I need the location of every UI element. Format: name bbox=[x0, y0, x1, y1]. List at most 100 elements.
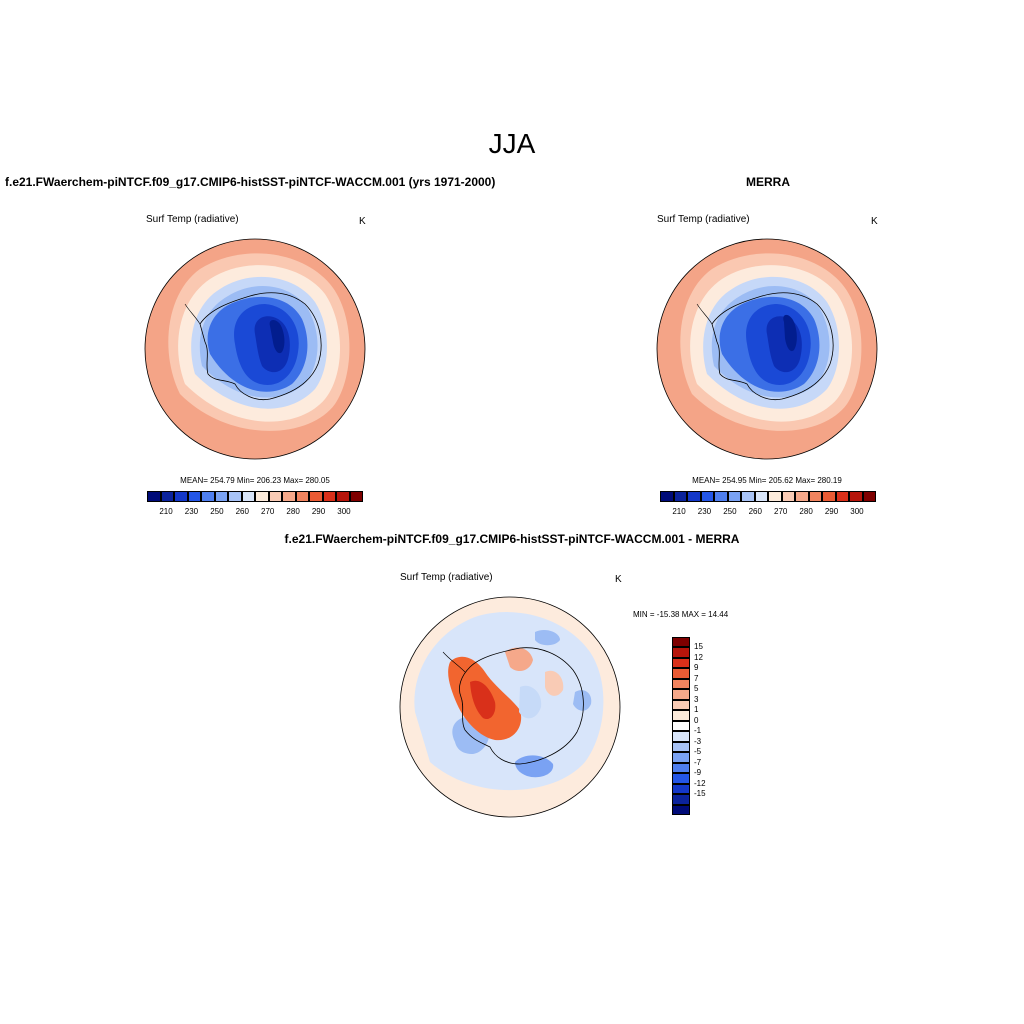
colorbar-tick-label: 12 bbox=[694, 652, 703, 662]
colorbar-swatch bbox=[808, 491, 822, 502]
colorbar-swatch bbox=[228, 491, 242, 502]
obs-stats: MEAN= 254.95 Min= 205.62 Max= 280.19 bbox=[692, 476, 842, 485]
colorbar-swatch bbox=[295, 491, 309, 502]
obs-units-label: K bbox=[871, 216, 878, 227]
colorbar-swatch bbox=[672, 741, 690, 753]
obs-polar-map bbox=[656, 238, 878, 460]
colorbar-swatch bbox=[201, 491, 215, 502]
colorbar-swatch bbox=[754, 491, 768, 502]
colorbar-swatch bbox=[672, 762, 690, 774]
colorbar-tick-label: 260 bbox=[748, 507, 762, 516]
colorbar-tick-label: -15 bbox=[694, 789, 706, 799]
colorbar-swatch bbox=[672, 689, 690, 700]
model-panel-title: f.e21.FWaerchem-piNTCF.f09_g17.CMIP6-his… bbox=[5, 175, 496, 189]
colorbar-swatch bbox=[700, 491, 714, 502]
colorbar-tick-label: 250 bbox=[210, 507, 224, 516]
colorbar-swatch bbox=[672, 773, 690, 784]
model-stats: MEAN= 254.79 Min= 206.23 Max= 280.05 bbox=[180, 476, 330, 485]
colorbar-tick-label: 7 bbox=[694, 673, 699, 683]
model-units-label: K bbox=[359, 216, 366, 227]
colorbar-swatch bbox=[214, 491, 228, 502]
colorbar-swatch bbox=[349, 491, 363, 502]
colorbar-swatch bbox=[660, 491, 674, 502]
colorbar-tick-label: -9 bbox=[694, 768, 702, 778]
colorbar-swatch bbox=[672, 783, 690, 795]
colorbar-tick-label: 0 bbox=[694, 715, 699, 725]
colorbar-tick-label: 290 bbox=[824, 507, 839, 516]
colorbar-swatch bbox=[282, 491, 296, 502]
model-variable-label: Surf Temp (radiative) bbox=[146, 214, 239, 225]
colorbar-swatch bbox=[768, 491, 782, 502]
colorbar-tick-label: 270 bbox=[261, 507, 275, 516]
colorbar-tick-label: 230 bbox=[697, 507, 712, 516]
colorbar-swatch bbox=[672, 678, 690, 690]
colorbar-tick-label: 230 bbox=[184, 507, 199, 516]
colorbar-swatch bbox=[336, 491, 350, 502]
colorbar-swatch bbox=[672, 647, 690, 658]
colorbar-swatch bbox=[322, 491, 336, 502]
colorbar-tick-label: -5 bbox=[694, 747, 702, 757]
diff-units-label: K bbox=[615, 574, 622, 585]
colorbar-tick-label: -1 bbox=[694, 726, 702, 736]
colorbar-swatch bbox=[241, 491, 255, 502]
diff-variable-label: Surf Temp (radiative) bbox=[400, 572, 493, 583]
diff-stats: MIN = -15.38 MAX = 14.44 bbox=[633, 610, 729, 619]
colorbar-swatch bbox=[741, 491, 755, 502]
colorbar-swatch bbox=[160, 491, 174, 502]
colorbar-swatch bbox=[672, 804, 690, 815]
colorbar-tick-label: 250 bbox=[723, 507, 737, 516]
colorbar-swatch bbox=[255, 491, 269, 502]
colorbar-swatch bbox=[849, 491, 863, 502]
colorbar-swatch bbox=[672, 720, 690, 732]
model-colorbar bbox=[147, 491, 363, 502]
colorbar-swatch bbox=[795, 491, 809, 502]
diff-colorbar bbox=[672, 637, 690, 815]
colorbar-swatch bbox=[672, 699, 690, 711]
colorbar-tick-label: 280 bbox=[286, 507, 300, 516]
colorbar-tick-label: 5 bbox=[694, 684, 699, 694]
colorbar-swatch bbox=[147, 491, 161, 502]
colorbar-swatch bbox=[822, 491, 836, 502]
colorbar-tick-label: 15 bbox=[694, 642, 703, 652]
colorbar-swatch bbox=[727, 491, 741, 502]
colorbar-swatch bbox=[835, 491, 849, 502]
diff-polar-map bbox=[399, 596, 621, 818]
colorbar-swatch bbox=[187, 491, 201, 502]
colorbar-swatch bbox=[672, 731, 690, 742]
colorbar-swatch bbox=[309, 491, 323, 502]
colorbar-swatch bbox=[174, 491, 188, 502]
colorbar-tick-label: 300 bbox=[337, 507, 351, 516]
colorbar-tick-label: 290 bbox=[311, 507, 326, 516]
colorbar-tick-label: 260 bbox=[235, 507, 249, 516]
colorbar-swatch bbox=[687, 491, 701, 502]
colorbar-tick-label: 9 bbox=[694, 663, 699, 673]
colorbar-swatch bbox=[672, 710, 690, 721]
colorbar-tick-label: -12 bbox=[694, 778, 706, 788]
colorbar-swatch bbox=[672, 637, 690, 648]
colorbar-tick-label: 3 bbox=[694, 694, 699, 704]
colorbar-tick-label: -3 bbox=[694, 736, 702, 746]
figure-title: JJA bbox=[488, 128, 536, 159]
colorbar-swatch bbox=[862, 491, 876, 502]
diff-panel-title: f.e21.FWaerchem-piNTCF.f09_g17.CMIP6-his… bbox=[284, 532, 740, 546]
colorbar-tick-label: 270 bbox=[774, 507, 788, 516]
diff-colorbar-labels: 15 12 9 7 5 3 1 0 -1 -3 -5 -7 -9 -12 -15 bbox=[694, 637, 734, 815]
obs-colorbar bbox=[660, 491, 876, 502]
colorbar-tick-label: 210 bbox=[159, 507, 173, 516]
colorbar-swatch bbox=[672, 752, 690, 763]
model-polar-map bbox=[144, 238, 366, 460]
obs-panel-title: MERRA bbox=[746, 175, 790, 189]
colorbar-tick-label: -7 bbox=[694, 757, 702, 767]
colorbar-swatch bbox=[672, 794, 690, 805]
colorbar-swatch bbox=[673, 491, 687, 502]
colorbar-swatch bbox=[672, 657, 690, 669]
colorbar-swatch bbox=[781, 491, 795, 502]
obs-variable-label: Surf Temp (radiative) bbox=[657, 214, 750, 225]
model-colorbar-labels: 210 230 250 260 270 280 290 300 bbox=[147, 507, 363, 519]
colorbar-swatch bbox=[714, 491, 728, 502]
colorbar-tick-label: 280 bbox=[799, 507, 813, 516]
obs-colorbar-labels: 210 230 250 260 270 280 290 300 bbox=[660, 507, 876, 519]
colorbar-tick-label: 300 bbox=[850, 507, 864, 516]
colorbar-swatch bbox=[672, 668, 690, 679]
colorbar-swatch bbox=[268, 491, 282, 502]
